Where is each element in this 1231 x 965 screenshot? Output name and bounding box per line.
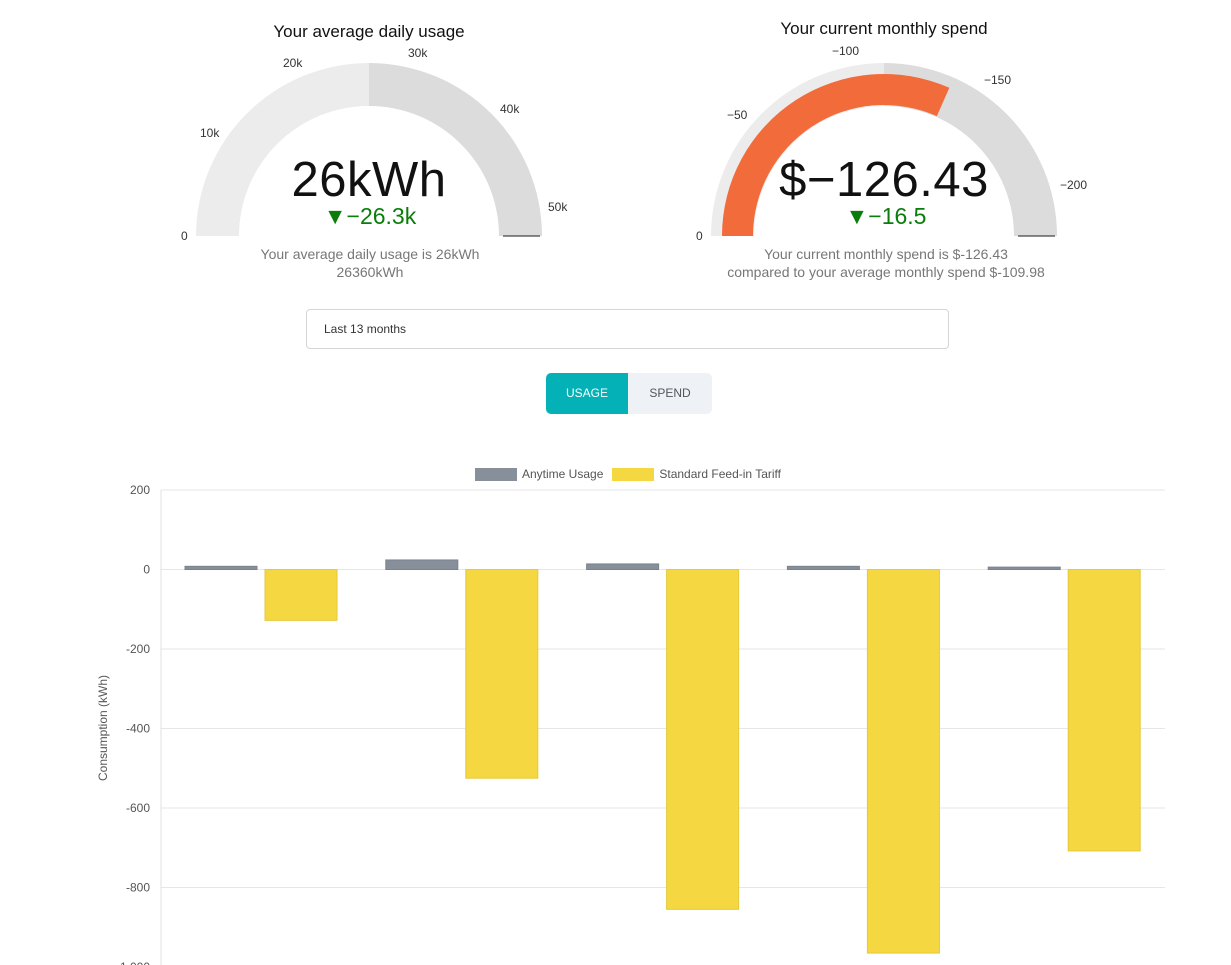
- chart-bar-anytime-usage: [786, 565, 860, 570]
- legend-label-anytime-usage: Anytime Usage: [522, 467, 604, 481]
- spend-gauge-value: $−126.43: [779, 153, 989, 207]
- chart-y-tick-label: 0: [143, 563, 150, 577]
- usage-gauge-track-filled-range: [369, 63, 542, 236]
- usage-tick-50k: 50k: [548, 200, 568, 214]
- spend-tick-minus200: −200: [1060, 178, 1088, 192]
- spend-gauge-delta: ▼−16.5: [845, 203, 927, 229]
- usage-tick-30k: 30k: [408, 46, 428, 60]
- spend-tick-0: 0: [696, 229, 703, 243]
- usage-caption-line2: 26360kWh: [336, 264, 404, 280]
- legend-item-feed-in-tariff[interactable]: Standard Feed-in Tariff: [612, 467, 781, 481]
- chart-y-tick-label: 200: [130, 483, 150, 497]
- chart-bar-anytime-usage: [987, 566, 1061, 570]
- chart-bar-feed-in-tariff: [666, 569, 740, 910]
- usage-tick-20k: 20k: [283, 56, 303, 70]
- spend-gauge-fill: [722, 73, 950, 236]
- legend-swatch-feed-in-tariff: [612, 467, 655, 481]
- consumption-bar-chart: 200 0 -200 -400 -600 -800 -1,000: [116, 483, 1165, 965]
- chart-bar-feed-in-tariff: [465, 569, 539, 779]
- spend-caption-line2: compared to your average monthly spend $…: [727, 264, 1045, 280]
- legend-swatch-anytime-usage: [475, 467, 517, 481]
- usage-gauge-caption: Your average daily usage is 26kWh 26360k…: [261, 245, 480, 281]
- usage-caption-line1: Your average daily usage is 26kWh: [260, 246, 480, 262]
- view-toggle: USAGE SPEND: [546, 373, 712, 414]
- legend-label-feed-in-tariff: Standard Feed-in Tariff: [659, 467, 782, 481]
- chart-bar-anytime-usage: [586, 563, 660, 570]
- usage-tick-40k: 40k: [500, 102, 520, 116]
- chart-y-tick-label: -1,000: [116, 960, 150, 965]
- usage-toggle-button[interactable]: USAGE: [546, 373, 628, 414]
- spend-toggle-button[interactable]: SPEND: [628, 373, 712, 414]
- usage-tick-10k: 10k: [200, 126, 220, 140]
- spend-gauge-title: Your current monthly spend: [780, 19, 988, 38]
- usage-gauge-track: [196, 63, 369, 236]
- usage-gauge-title: Your average daily usage: [273, 22, 465, 41]
- usage-gauge-value: 26kWh: [291, 153, 447, 207]
- chart-y-tick-label: -200: [126, 642, 150, 656]
- spend-tick-minus100: −100: [832, 44, 860, 58]
- legend-item-anytime-usage[interactable]: Anytime Usage: [475, 467, 603, 481]
- usage-tick-0: 0: [181, 229, 188, 243]
- chart-y-tick-label: -400: [126, 722, 150, 736]
- spend-tick-minus50: −50: [727, 108, 748, 122]
- date-range-select[interactable]: Last 13 months: [306, 309, 949, 349]
- chart-bar-feed-in-tariff: [264, 569, 338, 621]
- chart-legend: Anytime Usage Standard Feed-in Tariff: [475, 467, 790, 481]
- usage-gauge-dial: [196, 63, 542, 237]
- spend-caption-line1: Your current monthly spend is $-126.43: [764, 246, 1008, 262]
- chart-y-tick-label: -800: [126, 881, 150, 895]
- spend-tick-minus150: −150: [984, 73, 1012, 87]
- chart-bar-feed-in-tariff: [866, 569, 940, 954]
- spend-gauge-dial: [711, 63, 1057, 237]
- chart-bar-feed-in-tariff: [1067, 569, 1141, 852]
- chart-y-tick-label: -600: [126, 801, 150, 815]
- spend-gauge-caption: Your current monthly spend is $-126.43 c…: [727, 245, 1045, 281]
- chart-bar-anytime-usage: [385, 559, 459, 570]
- chart-bar-anytime-usage: [184, 565, 258, 570]
- usage-gauge-delta: ▼−26.3k: [323, 203, 417, 229]
